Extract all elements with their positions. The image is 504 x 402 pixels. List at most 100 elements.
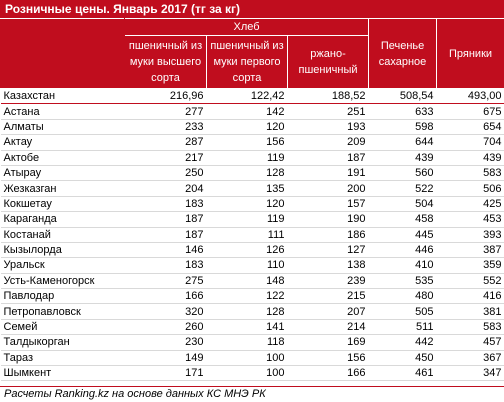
cookies-cell: 535 bbox=[369, 273, 437, 288]
price-table: Хлеб Печенье сахарное Пряники пшеничный … bbox=[0, 18, 504, 381]
cookies-cell: 446 bbox=[369, 242, 437, 257]
cookies-cell: 508,54 bbox=[369, 89, 437, 104]
bread-top-cell: 260 bbox=[125, 319, 207, 334]
bread-first-cell: 148 bbox=[207, 273, 288, 288]
bread-top-cell: 216,96 bbox=[125, 89, 207, 104]
cookies-cell: 458 bbox=[369, 212, 437, 227]
city-cell: Алматы bbox=[1, 119, 125, 134]
bread-first-cell: 128 bbox=[207, 304, 288, 319]
header-cookies: Печенье сахарное bbox=[369, 19, 437, 89]
bread-top-cell: 233 bbox=[125, 119, 207, 134]
bread-first-cell: 111 bbox=[207, 227, 288, 242]
bread-first-cell: 142 bbox=[207, 104, 288, 119]
city-cell: Астана bbox=[1, 104, 125, 119]
cookies-cell: 445 bbox=[369, 227, 437, 242]
city-cell: Уральск bbox=[1, 258, 125, 273]
bread-rye-cell: 193 bbox=[288, 119, 369, 134]
bread-rye-cell: 169 bbox=[288, 335, 369, 350]
table-header: Хлеб Печенье сахарное Пряники пшеничный … bbox=[1, 19, 504, 89]
bread-first-cell: 128 bbox=[207, 165, 288, 180]
header-city-column bbox=[1, 19, 125, 89]
cookies-cell: 410 bbox=[369, 258, 437, 273]
cookies-cell: 598 bbox=[369, 119, 437, 134]
bread-first-cell: 135 bbox=[207, 181, 288, 196]
bread-first-cell: 118 bbox=[207, 335, 288, 350]
header-bread-top: пшеничный из муки высшего сорта bbox=[125, 36, 207, 89]
gingerbread-cell: 425 bbox=[437, 196, 504, 211]
gingerbread-cell: 367 bbox=[437, 350, 504, 365]
bread-top-cell: 275 bbox=[125, 273, 207, 288]
bread-first-cell: 122,42 bbox=[207, 89, 288, 104]
bread-top-cell: 166 bbox=[125, 289, 207, 304]
city-cell: Актобе bbox=[1, 150, 125, 165]
cookies-cell: 644 bbox=[369, 135, 437, 150]
bread-rye-cell: 186 bbox=[288, 227, 369, 242]
bread-rye-cell: 207 bbox=[288, 304, 369, 319]
bread-top-cell: 320 bbox=[125, 304, 207, 319]
bread-rye-cell: 200 bbox=[288, 181, 369, 196]
table-title: Розничные цены. Январь 2017 (тг за кг) bbox=[0, 0, 504, 18]
city-cell: Караганда bbox=[1, 212, 125, 227]
gingerbread-cell: 654 bbox=[437, 119, 504, 134]
bread-top-cell: 146 bbox=[125, 242, 207, 257]
bread-first-cell: 110 bbox=[207, 258, 288, 273]
gingerbread-cell: 416 bbox=[437, 289, 504, 304]
header-gingerbread: Пряники bbox=[437, 19, 504, 89]
bread-top-cell: 217 bbox=[125, 150, 207, 165]
bread-first-cell: 119 bbox=[207, 150, 288, 165]
header-bread-rye: ржано-пшеничный bbox=[288, 36, 369, 89]
bread-rye-cell: 239 bbox=[288, 273, 369, 288]
city-cell: Тараз bbox=[1, 350, 125, 365]
cookies-cell: 442 bbox=[369, 335, 437, 350]
bread-rye-cell: 166 bbox=[288, 366, 369, 381]
gingerbread-cell: 493,00 bbox=[437, 89, 504, 104]
cookies-cell: 522 bbox=[369, 181, 437, 196]
bread-rye-cell: 191 bbox=[288, 165, 369, 180]
city-cell: Петропавловск bbox=[1, 304, 125, 319]
city-cell: Актау bbox=[1, 135, 125, 150]
gingerbread-cell: 359 bbox=[437, 258, 504, 273]
bread-first-cell: 120 bbox=[207, 196, 288, 211]
gingerbread-cell: 381 bbox=[437, 304, 504, 319]
cookies-cell: 505 bbox=[369, 304, 437, 319]
gingerbread-cell: 453 bbox=[437, 212, 504, 227]
bread-top-cell: 287 bbox=[125, 135, 207, 150]
source-note: Расчеты Ranking.kz на основе данных КС М… bbox=[0, 386, 504, 401]
bread-rye-cell: 214 bbox=[288, 319, 369, 334]
bread-top-cell: 204 bbox=[125, 181, 207, 196]
city-cell: Костанай bbox=[1, 227, 125, 242]
bread-rye-cell: 188,52 bbox=[288, 89, 369, 104]
city-cell: Атырау bbox=[1, 165, 125, 180]
gingerbread-cell: 675 bbox=[437, 104, 504, 119]
bread-first-cell: 122 bbox=[207, 289, 288, 304]
bread-rye-cell: 251 bbox=[288, 104, 369, 119]
city-cell: Жезказган bbox=[1, 181, 125, 196]
city-cell: Кокшетау bbox=[1, 196, 125, 211]
gingerbread-cell: 583 bbox=[437, 319, 504, 334]
gingerbread-cell: 387 bbox=[437, 242, 504, 257]
bread-rye-cell: 127 bbox=[288, 242, 369, 257]
cookies-cell: 461 bbox=[369, 366, 437, 381]
gingerbread-cell: 457 bbox=[437, 335, 504, 350]
gingerbread-cell: 704 bbox=[437, 135, 504, 150]
bread-top-cell: 187 bbox=[125, 212, 207, 227]
bread-first-cell: 120 bbox=[207, 119, 288, 134]
bread-rye-cell: 187 bbox=[288, 150, 369, 165]
bread-first-cell: 141 bbox=[207, 319, 288, 334]
bread-top-cell: 187 bbox=[125, 227, 207, 242]
cookies-cell: 511 bbox=[369, 319, 437, 334]
gingerbread-cell: 552 bbox=[437, 273, 504, 288]
